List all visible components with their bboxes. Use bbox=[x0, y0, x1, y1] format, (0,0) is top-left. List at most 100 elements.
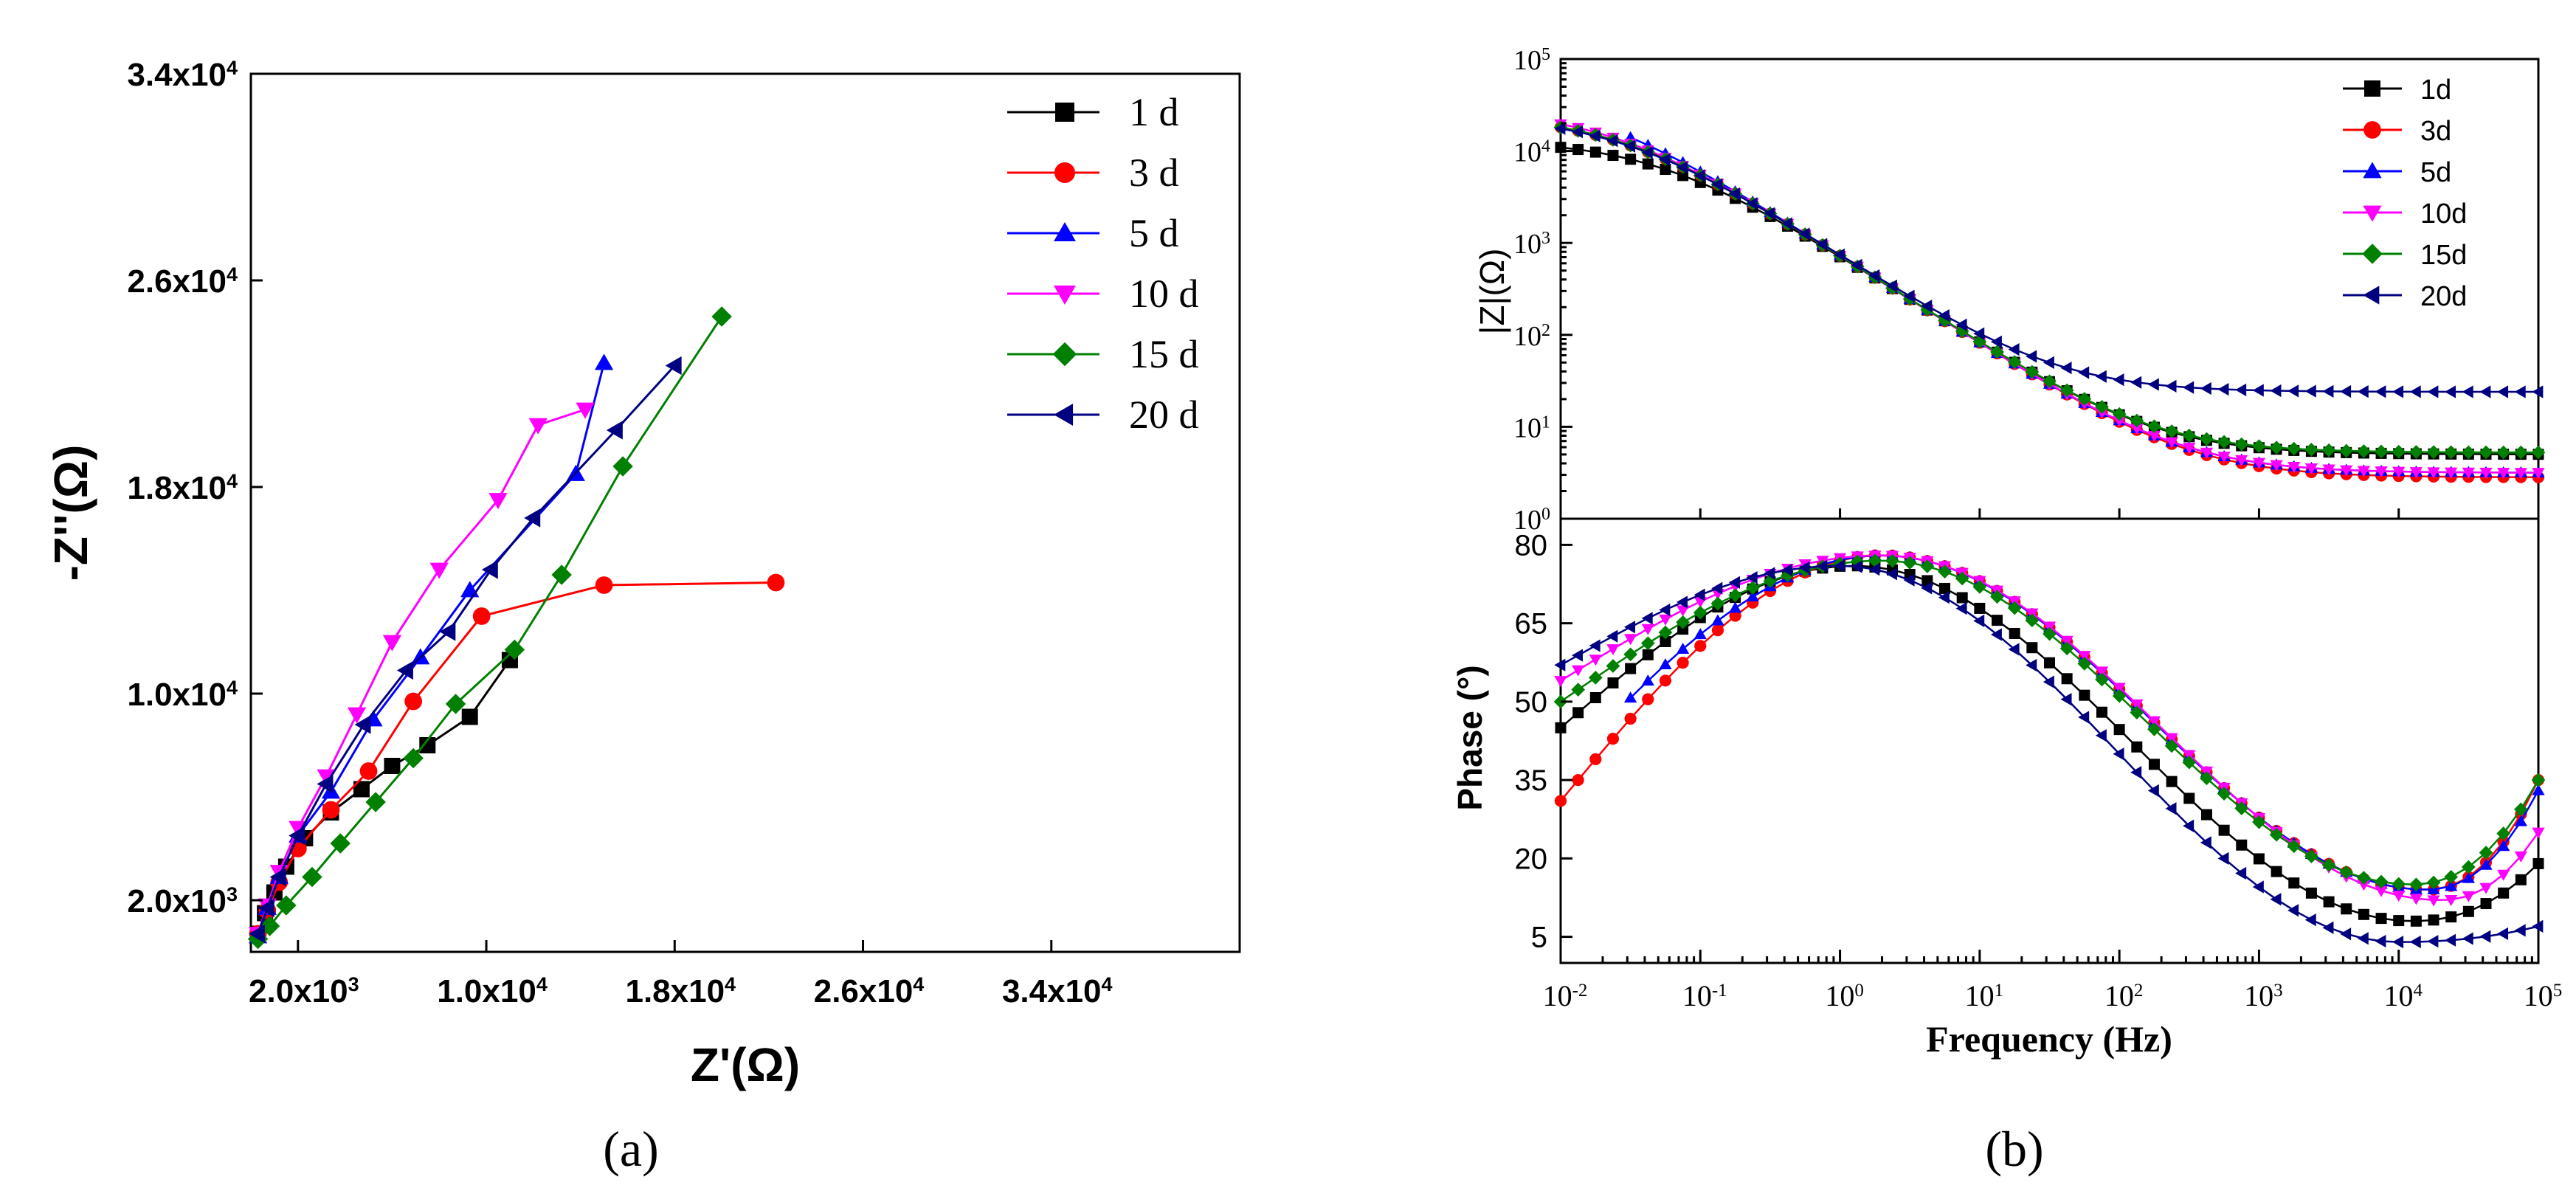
nyquist-data-point bbox=[269, 867, 286, 887]
bode-phase-point bbox=[2321, 857, 2336, 872]
bode-phase-point bbox=[1658, 625, 1673, 640]
bode-phase-point bbox=[2461, 860, 2476, 874]
bode-modulus-point bbox=[2409, 467, 2423, 479]
bode-series-group bbox=[1553, 119, 2546, 949]
bode-modulus-point bbox=[2113, 415, 2126, 427]
bode-phase-point bbox=[2113, 724, 2125, 736]
bode-modulus-point bbox=[2444, 445, 2459, 460]
bode-phase-point bbox=[2427, 895, 2440, 907]
bode-modulus-point bbox=[2462, 385, 2473, 398]
bode-legend: 1d 3d 5d 10d 15d 20d bbox=[2343, 75, 2467, 312]
bode-phase-point bbox=[2077, 657, 2092, 671]
bode-modulus-point bbox=[1641, 146, 1653, 159]
bode-modulus-point bbox=[2252, 384, 2264, 397]
bode-modulus-point bbox=[1711, 178, 1723, 191]
bode-phase-point bbox=[1746, 590, 1759, 601]
bode-modulus-point bbox=[2340, 465, 2353, 477]
bode-modulus-y-tick-label: 105 bbox=[1513, 45, 1550, 76]
bode-phase-point bbox=[2200, 836, 2211, 849]
bode-modulus-point bbox=[1798, 227, 1810, 241]
bode-modulus-point bbox=[1973, 327, 1985, 340]
bode-modulus-point bbox=[2234, 437, 2249, 452]
bode-legend-label: 15d bbox=[2420, 240, 2467, 271]
bode-modulus-y-tick-label: 101 bbox=[1513, 412, 1550, 443]
bode-modulus-point bbox=[2147, 378, 2159, 391]
nyquist-series bbox=[248, 402, 595, 944]
bode-phase-point bbox=[1921, 581, 1933, 595]
bode-modulus-point bbox=[2147, 419, 2161, 434]
bode-phase-point bbox=[1851, 560, 1862, 573]
nyquist-data-point bbox=[594, 353, 614, 370]
nyquist-data-point bbox=[382, 635, 402, 652]
nyquist-data-point bbox=[595, 576, 613, 594]
nyquist-legend-label: 1 d bbox=[1129, 90, 1179, 134]
bode-phase-point bbox=[1624, 634, 1637, 646]
bode-phase-point bbox=[2164, 739, 2179, 753]
bode-phase-point bbox=[1659, 658, 1672, 670]
nyquist-y-tick-label: 1.0x104 bbox=[127, 677, 238, 713]
bode-plot-frame bbox=[1559, 58, 2540, 964]
bode-modulus-point bbox=[1938, 309, 1950, 322]
bode-modulus-point bbox=[2304, 463, 2318, 474]
bode-modulus-point bbox=[2304, 384, 2316, 398]
bode-phase-point bbox=[2498, 887, 2510, 899]
bode-modulus-point bbox=[2462, 467, 2475, 479]
bode-modulus-point bbox=[1572, 144, 1584, 156]
bode-phase-point bbox=[1589, 655, 1602, 666]
nyquist-legend-marker bbox=[1054, 404, 1074, 426]
bode-series bbox=[1555, 142, 2544, 927]
bode-phase-point bbox=[1659, 614, 1672, 626]
nyquist-data-point bbox=[289, 826, 305, 846]
nyquist-legend-label: 5 d bbox=[1129, 211, 1179, 255]
bode-phase-point bbox=[2532, 784, 2545, 795]
bode-modulus-point bbox=[2270, 460, 2283, 472]
nyquist-legend-marker bbox=[1055, 103, 1074, 122]
bode-phase-point bbox=[2445, 933, 2456, 947]
nyquist-data-point bbox=[524, 508, 541, 528]
bode-phase-point bbox=[2322, 921, 2334, 934]
bode-phase-point bbox=[1990, 628, 2002, 641]
bode-phase-point bbox=[2096, 706, 2107, 718]
bode-phase-point bbox=[2235, 866, 2247, 880]
bode-phase-point bbox=[2513, 802, 2528, 817]
bode-phase-point bbox=[2269, 827, 2284, 842]
bode-phase-point bbox=[1728, 588, 1742, 603]
bode-phase-y-tick-label: 5 bbox=[1531, 922, 1547, 954]
bode-modulus-point bbox=[1781, 217, 1792, 230]
bode-phase-point bbox=[2515, 874, 2527, 885]
bode-phase-point bbox=[1938, 591, 1950, 604]
bode-phase-point bbox=[1939, 582, 1951, 594]
bode-modulus-point bbox=[2200, 381, 2211, 396]
nyquist-data-point bbox=[347, 707, 367, 724]
bode-phase-point bbox=[1816, 559, 1828, 573]
bode-phase-point bbox=[1589, 639, 1600, 652]
bode-phase-point bbox=[2287, 904, 2299, 917]
bode-phase-point bbox=[2339, 865, 2354, 880]
nyquist-series-line bbox=[257, 365, 676, 935]
bode-phase-point bbox=[2341, 903, 2352, 915]
nyquist-data-point bbox=[317, 774, 334, 794]
bode-modulus-point bbox=[2060, 362, 2072, 375]
nyquist-plot-frame bbox=[249, 72, 1241, 953]
bode-modulus-point bbox=[2322, 384, 2334, 398]
bode-modulus-point bbox=[2409, 445, 2423, 459]
bode-phase-point bbox=[1693, 588, 1705, 601]
bode-phase-point bbox=[1956, 592, 1968, 604]
bode-modulus-point bbox=[1921, 300, 1933, 313]
bode-phase-point bbox=[2148, 759, 2160, 770]
bode-phase-point bbox=[2008, 643, 2020, 656]
bode-phase-point bbox=[2165, 733, 2178, 745]
bode-modulus-point bbox=[2007, 355, 2022, 370]
bode-phase-point bbox=[2392, 936, 2404, 949]
bode-phase-point bbox=[2357, 871, 2371, 885]
bode-modulus-point bbox=[1990, 335, 2002, 348]
nyquist-data-point bbox=[404, 692, 423, 711]
nyquist-data-point bbox=[711, 306, 732, 327]
bode-phase-y-tick-label: 65 bbox=[1515, 608, 1548, 640]
bode-modulus-point bbox=[2147, 430, 2161, 442]
bode-modulus-point bbox=[2339, 443, 2354, 458]
bode-phase-point bbox=[2079, 689, 2090, 701]
bode-modulus-point bbox=[1851, 258, 1862, 272]
nyquist-data-point bbox=[606, 421, 623, 440]
bode-phase-point bbox=[2113, 683, 2126, 694]
